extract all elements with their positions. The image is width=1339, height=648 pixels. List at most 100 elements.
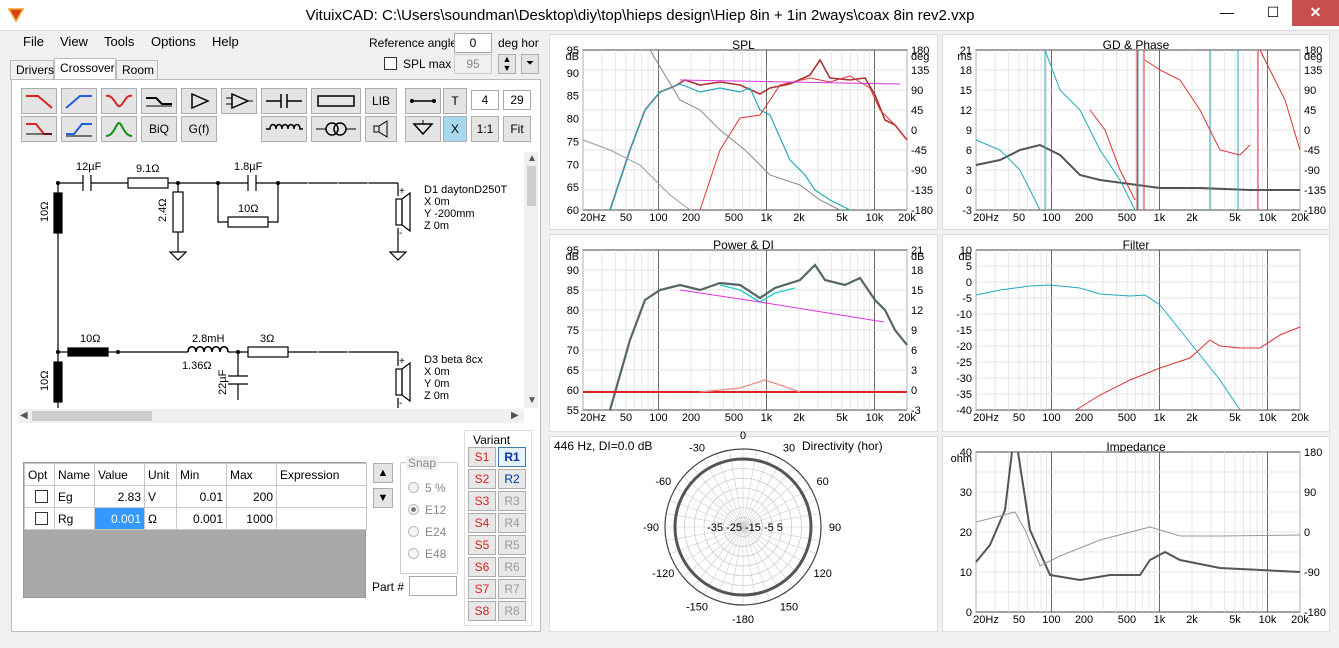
scroll-down-icon[interactable]: ▼ [527, 395, 537, 406]
variant-save-s3[interactable]: S3 [468, 491, 496, 511]
variant-recall-r5[interactable]: R5 [498, 535, 526, 555]
variant-save-s8[interactable]: S8 [468, 601, 496, 621]
spl-max-apply-button[interactable]: ⏷ [521, 54, 539, 74]
bandstop-filter-button[interactable] [101, 88, 137, 114]
crossover-schematic[interactable]: 12µF 9.1Ω 1.8µF 10Ω 10Ω 2.8mH 1.36Ω 3Ω D… [18, 152, 524, 408]
snap-e48-radio[interactable]: E48 [408, 547, 446, 561]
col-max[interactable]: Max [226, 463, 277, 486]
transformer-button[interactable] [311, 116, 361, 142]
resistor-button[interactable] [311, 88, 361, 114]
variant-save-s1[interactable]: S1 [468, 447, 496, 467]
ground-button[interactable] [405, 116, 441, 142]
zoom-fit-button[interactable]: Fit [503, 116, 531, 142]
col-expression[interactable]: Expression [276, 463, 367, 486]
schematic-hscroll-thumb[interactable] [32, 411, 152, 421]
library-button[interactable]: LIB [365, 88, 397, 114]
impedance-graph[interactable]: Impedance [942, 436, 1330, 632]
bandpass-filter-button[interactable] [101, 116, 137, 142]
param-value[interactable]: 0.001 [94, 507, 145, 530]
inductor-button[interactable] [261, 116, 307, 142]
col-min[interactable]: Min [176, 463, 227, 486]
variant-save-s7[interactable]: S7 [468, 579, 496, 599]
variant-recall-r2[interactable]: R2 [498, 469, 526, 489]
opt-checkbox[interactable] [35, 490, 48, 503]
highpass-2-button[interactable] [61, 116, 97, 142]
variant-save-s4[interactable]: S4 [468, 513, 496, 533]
delete-button[interactable]: X [443, 116, 467, 142]
scroll-up-icon[interactable]: ▲ [527, 153, 537, 164]
filter-graph[interactable]: Filter [942, 234, 1330, 432]
minimize-button[interactable]: — [1220, 4, 1234, 20]
param-value[interactable]: 2.83 [94, 485, 145, 508]
driver-button[interactable] [365, 116, 397, 142]
schematic-vscroll-thumb[interactable] [527, 166, 536, 206]
col-name[interactable]: Name [54, 463, 95, 486]
lowpass-filter-button[interactable] [21, 88, 57, 114]
param-name[interactable]: Eg [54, 485, 95, 508]
variant-recall-r4[interactable]: R4 [498, 513, 526, 533]
scroll-right-icon[interactable]: ▶ [511, 410, 519, 421]
power-di-graph[interactable]: Power & DI [549, 234, 938, 432]
col-unit[interactable]: Unit [144, 463, 177, 486]
param-max[interactable]: 200 [226, 485, 277, 508]
menu-view[interactable]: View [60, 34, 88, 49]
menu-file[interactable]: File [23, 34, 44, 49]
variant-recall-r3[interactable]: R3 [498, 491, 526, 511]
tab-drivers[interactable]: Drivers [10, 60, 54, 80]
menu-tools[interactable]: Tools [104, 34, 135, 49]
spl-max-checkbox[interactable] [384, 57, 397, 70]
buffer-button[interactable] [181, 88, 217, 114]
maximize-button[interactable]: ☐ [1266, 4, 1280, 20]
shelf-filter-button[interactable] [141, 88, 177, 114]
text-button[interactable]: T [443, 88, 467, 114]
param-name[interactable]: Rg [54, 507, 95, 530]
wire-button[interactable] [405, 88, 441, 114]
variant-recall-r6[interactable]: R6 [498, 557, 526, 577]
snap-e24-radio[interactable]: E24 [408, 525, 446, 539]
tab-room[interactable]: Room [116, 60, 158, 80]
biquad-button[interactable]: BiQ [141, 116, 177, 142]
param-expression[interactable] [276, 485, 367, 508]
opamp-button[interactable] [221, 88, 257, 114]
variant-recall-r8[interactable]: R8 [498, 601, 526, 621]
lowpass-2-button[interactable] [21, 116, 57, 142]
variant-save-s6[interactable]: S6 [468, 557, 496, 577]
gd-phase-graph[interactable]: GD & Phase [942, 34, 1330, 230]
param-max[interactable]: 1000 [226, 507, 277, 530]
spl-max-input[interactable]: 95 [454, 54, 492, 74]
scroll-left-icon[interactable]: ◀ [20, 410, 28, 421]
move-up-button[interactable]: ▲ [373, 463, 393, 483]
menu-options[interactable]: Options [151, 34, 196, 49]
transfer-function-button[interactable]: G(f) [181, 116, 217, 142]
schematic-vertical-scrollbar[interactable] [524, 152, 538, 408]
snap-e12-radio[interactable]: E12 [408, 503, 446, 517]
col-value[interactable]: Value [94, 463, 145, 486]
variant-recall-r7[interactable]: R7 [498, 579, 526, 599]
spl-graph[interactable]: SPL [549, 34, 938, 230]
tab-crossover[interactable]: Crossover [54, 58, 116, 80]
menu-help[interactable]: Help [212, 34, 239, 49]
variant-save-s2[interactable]: S2 [468, 469, 496, 489]
variant-save-s5[interactable]: S5 [468, 535, 496, 555]
param-expression[interactable] [276, 507, 367, 530]
grid-size-input[interactable]: 4 [471, 90, 499, 110]
param-min[interactable]: 0.001 [176, 507, 227, 530]
param-min[interactable]: 0.01 [176, 485, 227, 508]
variant-recall-r1[interactable]: R1 [498, 447, 526, 467]
col-opt[interactable]: Opt [24, 463, 55, 486]
highpass-filter-button[interactable] [61, 88, 97, 114]
close-button[interactable]: ✕ [1292, 0, 1339, 26]
table-row[interactable]: Rg 0.001 Ω 0.001 1000 [24, 507, 367, 530]
directivity-graph[interactable]: 446 Hz, DI=0.0 dB Directivity (hor) [549, 436, 938, 632]
move-down-button[interactable]: ▼ [373, 488, 393, 508]
table-row[interactable]: Eg 2.83 V 0.01 200 [24, 485, 367, 508]
schematic-drawing[interactable]: 12µF 9.1Ω 1.8µF 10Ω 10Ω 2.8mH 1.36Ω 3Ω D… [18, 152, 524, 408]
opt-checkbox[interactable] [35, 512, 48, 525]
reference-angle-input[interactable]: 0 [454, 33, 492, 53]
snap-5pct-radio[interactable]: 5 % [408, 481, 446, 495]
part-number-input[interactable] [409, 576, 457, 596]
spl-max-spinner[interactable]: ▲ ▼ [498, 54, 516, 74]
zoom-1-1-button[interactable]: 1:1 [471, 116, 499, 142]
component-count-input[interactable]: 29 [503, 90, 531, 110]
capacitor-button[interactable] [261, 88, 307, 114]
